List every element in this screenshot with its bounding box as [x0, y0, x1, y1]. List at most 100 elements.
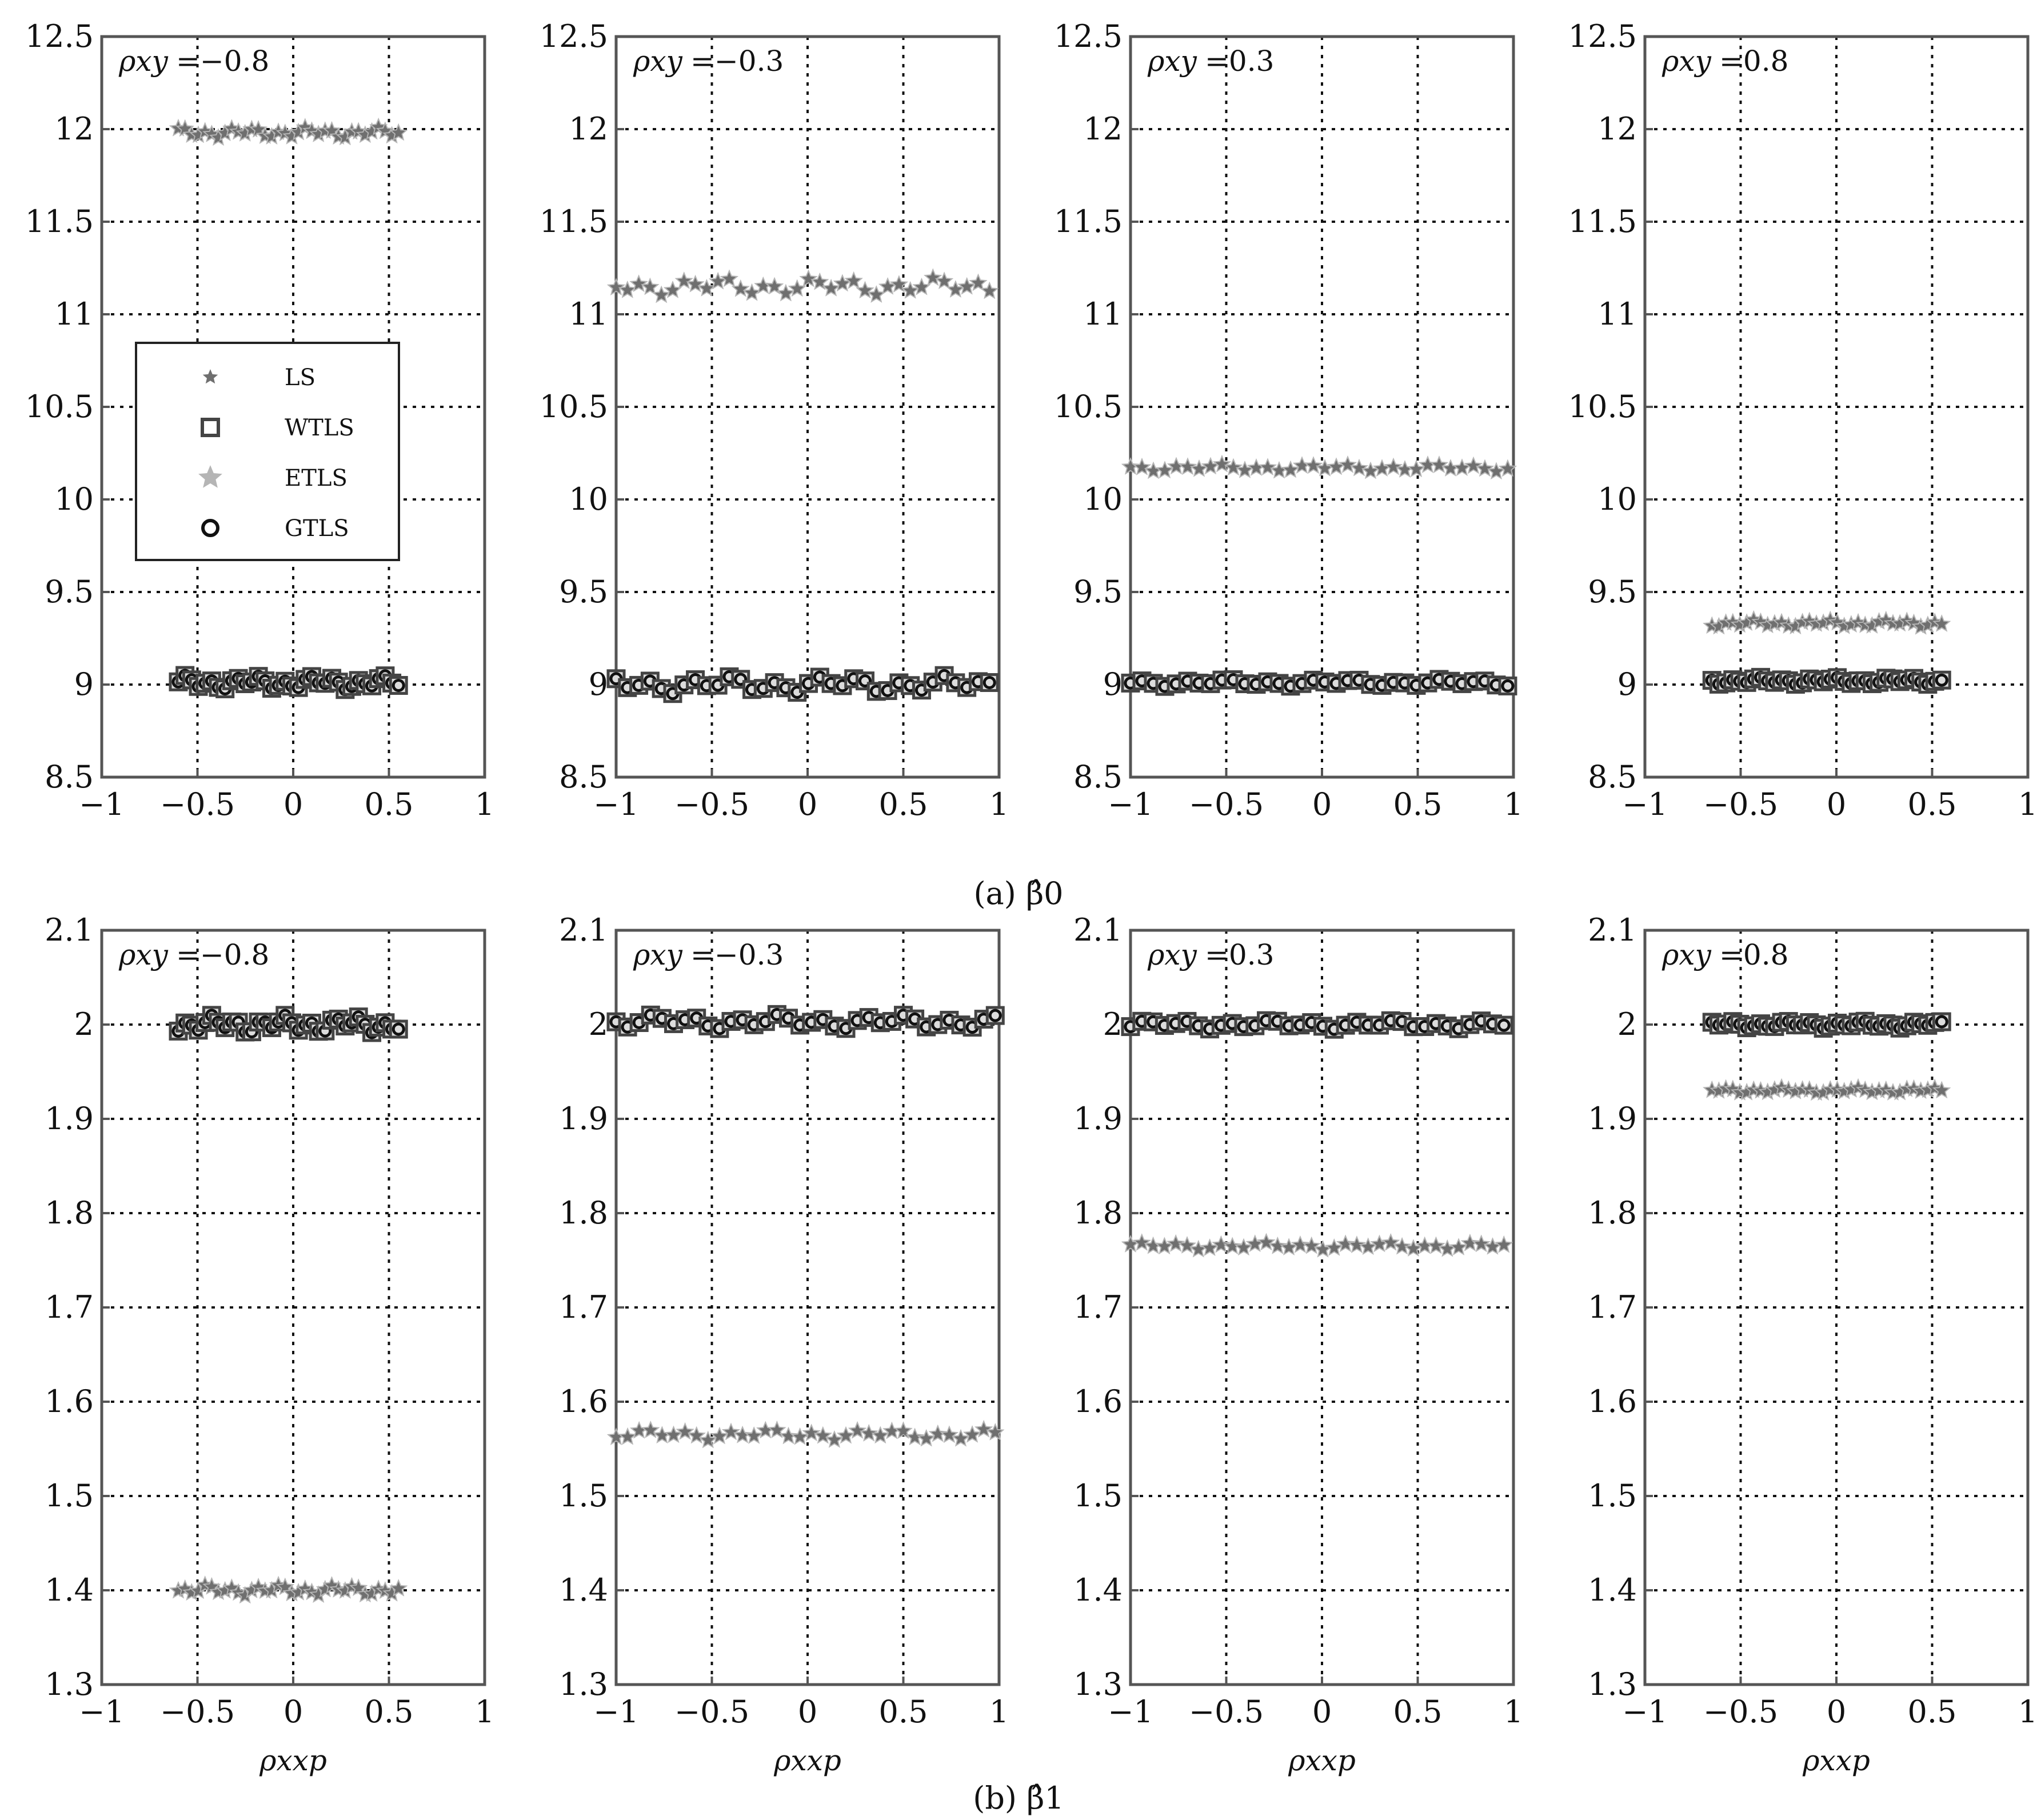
y-tick-label: 1.3 [45, 1666, 94, 1702]
ls-point [931, 1427, 945, 1440]
ls-point [839, 1429, 853, 1442]
y-tick-label: 1.6 [45, 1383, 94, 1419]
y-tick-label: 10.5 [540, 389, 608, 425]
x-tick-label: 0.5 [365, 1694, 414, 1730]
ls-point [1935, 1083, 1948, 1097]
ls-point [758, 1423, 772, 1437]
y-tick-label: 11 [1083, 296, 1123, 332]
ls-point [1158, 1239, 1171, 1253]
y-tick-label: 1.8 [559, 1195, 608, 1231]
panel-a4: 8.5 9 9.5 10 10.5 11 11.5 12 12.5 −1 −0.5 0 0.5 1 ρxy =… [1568, 18, 2037, 822]
ls-point [654, 288, 668, 301]
ls-point [836, 277, 849, 290]
x-tick-label: 1 [989, 786, 1009, 822]
ls-point [218, 126, 232, 139]
ls-point [1225, 1239, 1239, 1253]
ls-point [850, 1423, 864, 1437]
ls-point [1421, 458, 1435, 471]
ls-point [1215, 457, 1229, 470]
x-tick-label: −0.5 [160, 1694, 235, 1730]
ls-point [897, 1424, 910, 1437]
x-tick-label: −0.5 [674, 1694, 749, 1730]
x-tick-label: 1 [1504, 786, 1523, 822]
panel-label: ρxy [633, 45, 683, 78]
panel-label: ρxy [1147, 45, 1197, 78]
ls-point [1409, 462, 1423, 475]
ls-point [1432, 458, 1446, 471]
y-tick-label: 9 [1103, 666, 1123, 702]
ls-point [892, 278, 906, 290]
ls-point [1316, 1242, 1329, 1255]
y-tick-label: 1.5 [1073, 1478, 1123, 1514]
x-tick-label: −1 [1108, 786, 1153, 822]
ls-point [915, 280, 928, 293]
x-tick-label: 0.5 [1393, 1694, 1443, 1730]
ls-point [816, 1429, 830, 1442]
x-tick-label: 0 [798, 786, 817, 822]
x-tick-label: 0.5 [879, 1694, 928, 1730]
y-tick-label: 1.7 [1588, 1289, 1637, 1325]
panel-label: ρxy [633, 938, 683, 971]
ls-point [338, 1584, 352, 1597]
gtls-point [1497, 1018, 1511, 1032]
ls-point [1203, 1241, 1216, 1254]
ls-point [724, 1425, 738, 1438]
ls-point [779, 286, 793, 299]
x-tick-label: −0.5 [1703, 786, 1778, 822]
ls-point [988, 1426, 1002, 1438]
ls-point [667, 1428, 680, 1441]
panel-value: =−0.3 [690, 938, 784, 971]
y-tick-label: 1.7 [1073, 1289, 1123, 1325]
panel-a2: 8.5 9 9.5 10 10.5 11 11.5 12 12.5 −1 −0.5 0 0.5 1 ρxy =… [540, 18, 1009, 822]
y-tick-label: 12.5 [1054, 18, 1123, 54]
ls-point [982, 284, 996, 297]
caption-a: (a) β̂0 [973, 875, 1063, 911]
ls-point [311, 1588, 325, 1601]
ls-point [666, 283, 680, 296]
y-tick-label: 1.7 [559, 1289, 608, 1325]
y-tick-label: 2 [1617, 1006, 1637, 1042]
ls-point [265, 130, 278, 142]
ls-point [1444, 462, 1457, 474]
ls-point [745, 286, 758, 299]
y-tick-label: 1.5 [559, 1478, 608, 1514]
y-tick-label: 1.8 [45, 1195, 94, 1231]
gtls-point [392, 1022, 405, 1036]
ls-point [1384, 1236, 1397, 1249]
ls-point [713, 1429, 726, 1442]
y-tick-label: 1.9 [1588, 1101, 1637, 1137]
ls-point [1295, 459, 1309, 471]
ls-point [632, 1423, 646, 1437]
x-tick-label: 0 [1827, 1694, 1846, 1730]
legend-label-wtls: WTLS [285, 415, 354, 441]
ls-point [621, 283, 634, 296]
y-tick-label: 8.5 [1073, 759, 1123, 795]
ls-point [908, 1430, 921, 1443]
x-tick-label: 0.5 [1393, 786, 1443, 822]
legend-box [135, 342, 400, 561]
y-tick-label: 11 [54, 296, 94, 332]
gtls-point [858, 674, 872, 688]
panel-label: ρxy [1147, 938, 1197, 971]
ls-point [1181, 460, 1195, 473]
ls-point [1215, 1238, 1228, 1251]
caption-b: (b) β̂1 [973, 1780, 1064, 1816]
ls-point [770, 1423, 784, 1436]
y-tick-label: 10.5 [1054, 389, 1123, 425]
y-tick-label: 9 [1617, 666, 1637, 702]
y-tick-label: 2.1 [559, 912, 608, 948]
ls-point [632, 277, 645, 290]
ls-point [392, 126, 405, 139]
y-tick-label: 1.8 [1588, 1195, 1637, 1231]
x-axis-label: ρxxp [1288, 1744, 1356, 1777]
panel-b2: 1.3 1.4 1.5 1.6 1.7 1.8 1.9 2 2.1 −1 −0.5 0 0.5 1 ρxy =… [559, 912, 1009, 1777]
ls-point [1352, 461, 1366, 474]
panel-a3: 8.5 9 9.5 10 10.5 11 11.5 12 12.5 −1 −0.5 0 0.5 1 ρxy =… [1054, 18, 1523, 822]
x-tick-label: 0 [283, 1694, 303, 1730]
legend-gtls-marker [201, 519, 219, 537]
y-tick-label: 1.6 [1073, 1383, 1123, 1419]
ls-point [1329, 460, 1343, 473]
gtls-point [988, 1009, 1002, 1022]
y-tick-label: 9 [589, 666, 608, 702]
